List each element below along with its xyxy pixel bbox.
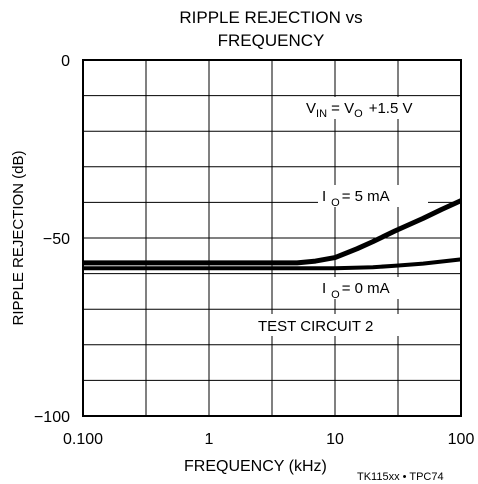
test-circuit-label: TEST CIRCUIT 2 bbox=[258, 318, 373, 335]
figure-code: TK115xx • TPC74 bbox=[357, 471, 444, 483]
x-tick-label: 1 bbox=[205, 431, 214, 448]
condition-label-bg bbox=[300, 97, 460, 119]
grid bbox=[83, 60, 461, 416]
series-line-1 bbox=[83, 257, 462, 271]
series-line-0 bbox=[83, 198, 463, 266]
x-tick-label: 100 bbox=[448, 431, 475, 448]
x-axis-label: FREQUENCY (kHz) bbox=[184, 458, 327, 475]
y-tick-label: −50 bbox=[43, 231, 70, 248]
x-tick-label: 0.100 bbox=[63, 431, 103, 448]
plot-frame bbox=[82, 59, 462, 417]
condition-label: VIN = VO +1.5 V bbox=[306, 100, 412, 120]
x-tick-labels: 0.100 1 10 100 bbox=[63, 431, 474, 448]
y-axis-label: RIPPLE REJECTION (dB) bbox=[10, 150, 27, 325]
series-lines bbox=[83, 198, 463, 271]
chart-title-line1: RIPPLE REJECTION vs bbox=[179, 8, 362, 27]
y-tick-label: 0 bbox=[61, 53, 70, 70]
test-circuit-label-bg bbox=[254, 314, 404, 336]
x-tick-label: 10 bbox=[326, 431, 344, 448]
series-label-0ma-bg bbox=[318, 277, 428, 299]
series-label-0ma: I O = 0 mA bbox=[322, 280, 390, 301]
y-tick-label: −100 bbox=[34, 409, 70, 426]
series-label-5ma-bg bbox=[318, 185, 428, 207]
series-label-5ma: I O = 5 mA bbox=[322, 188, 390, 209]
chart-title-line2: FREQUENCY bbox=[218, 31, 325, 50]
y-tick-labels: 0 −50 −100 bbox=[34, 53, 70, 426]
